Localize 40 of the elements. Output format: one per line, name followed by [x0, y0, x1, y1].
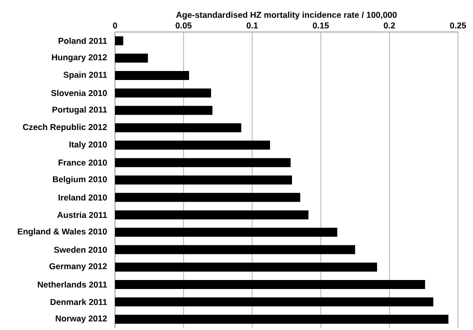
- x-tick-label: 0.25: [450, 22, 466, 28]
- bar: [115, 314, 448, 324]
- y-tick-label: Czech Republic 2012: [22, 124, 107, 132]
- y-tick-label: Norway 2012: [56, 315, 107, 324]
- y-tick-label: Germany 2012: [49, 263, 107, 271]
- y-tick-label: Hungary 2012: [52, 54, 107, 62]
- bar: [115, 280, 426, 289]
- x-axis-title: Age-standardised HZ mortality incidence rate / 100,000: [176, 12, 397, 20]
- bar: [115, 192, 300, 202]
- y-tick-label: Belgium 2010: [52, 176, 107, 184]
- bar: [115, 71, 190, 80]
- y-tick-label: Poland 2011: [58, 38, 107, 44]
- bar: [115, 54, 148, 63]
- y-tick-label: Slovenia 2010: [51, 90, 107, 96]
- x-tick-label: 0.15: [312, 22, 329, 28]
- bar: [115, 88, 212, 98]
- bar: [115, 262, 378, 272]
- x-tick-label: 0.05: [176, 22, 192, 28]
- bar: [115, 297, 434, 306]
- bar: [115, 228, 338, 237]
- y-tick-label: Austria 2011: [57, 212, 107, 218]
- y-tick-label: Denmark 2011: [50, 298, 107, 306]
- x-tick-label: 0: [112, 22, 118, 28]
- x-tick-label: 0.2: [384, 22, 395, 28]
- bar: [115, 245, 356, 254]
- y-tick-label: Netherlands 2011: [38, 281, 107, 288]
- bar: [115, 106, 212, 115]
- bar: [115, 123, 242, 132]
- y-tick-label: England & Wales 2010: [18, 228, 107, 236]
- bar: [115, 210, 308, 220]
- bar: [115, 140, 270, 150]
- y-tick-label: Italy 2010: [69, 141, 107, 150]
- y-tick-label: Portugal 2011: [52, 106, 107, 114]
- y-tick-label: Ireland 2010: [58, 194, 107, 201]
- bar: [115, 176, 292, 185]
- x-tick-label: 0.1: [246, 22, 258, 28]
- y-tick-label: Sweden 2010: [54, 246, 107, 253]
- y-tick-label: France 2010: [58, 160, 107, 166]
- y-tick-label: Spain 2011: [64, 72, 107, 80]
- bar: [115, 158, 291, 168]
